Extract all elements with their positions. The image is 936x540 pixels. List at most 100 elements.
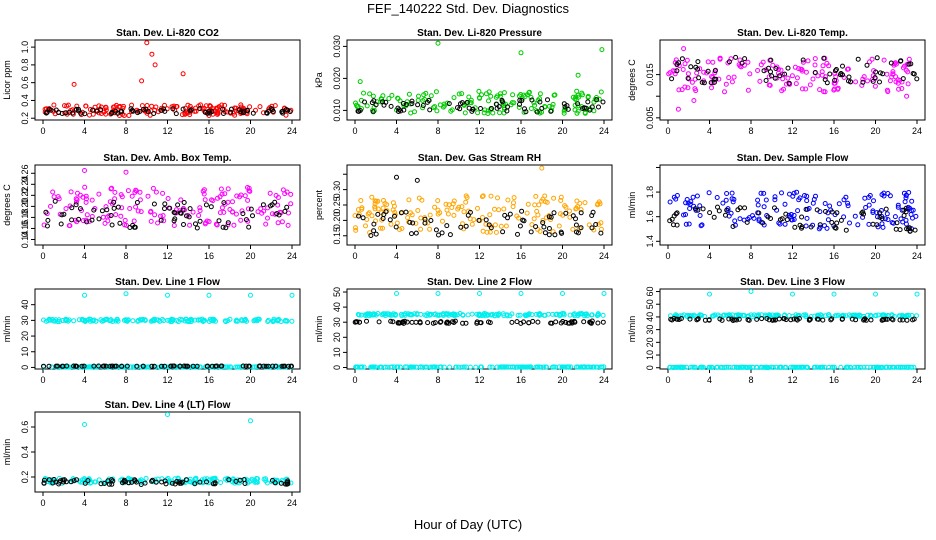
data-point xyxy=(416,195,422,201)
x-tick-label: 4 xyxy=(82,251,87,261)
data-point xyxy=(475,205,480,211)
data-point xyxy=(282,208,288,214)
data-point xyxy=(450,311,456,317)
data-point xyxy=(594,364,600,370)
data-point xyxy=(129,193,135,199)
data-point xyxy=(467,216,473,222)
data-point xyxy=(230,209,235,215)
y-tick-label: 0.18 xyxy=(20,209,30,227)
panel-9: Stan. Dev. Line 3 Flowml/min010203040506… xyxy=(627,277,926,385)
data-point xyxy=(895,80,901,86)
x-tick-label: 12 xyxy=(474,126,484,136)
data-point xyxy=(148,209,153,215)
data-point xyxy=(113,108,119,114)
data-point xyxy=(896,86,902,92)
data-point xyxy=(747,364,753,370)
data-point xyxy=(783,81,789,87)
data-point xyxy=(535,319,541,325)
data-point xyxy=(179,112,185,118)
data-point xyxy=(679,56,685,62)
data-point xyxy=(575,230,581,236)
data-point xyxy=(230,199,235,205)
data-point xyxy=(805,58,811,64)
data-point xyxy=(596,221,602,227)
data-point xyxy=(867,59,872,65)
data-point xyxy=(209,363,215,369)
data-point xyxy=(503,223,509,229)
data-point xyxy=(884,364,890,370)
data-point xyxy=(155,317,161,323)
data-point xyxy=(726,316,732,322)
data-point xyxy=(779,190,784,196)
data-point xyxy=(906,56,912,62)
x-tick-label: 12 xyxy=(162,251,172,261)
data-point xyxy=(777,73,783,79)
data-point xyxy=(459,204,465,210)
data-point xyxy=(74,197,80,203)
data-point xyxy=(712,68,718,74)
x-tick-label: 0 xyxy=(40,126,45,136)
data-point xyxy=(696,75,702,81)
data-point xyxy=(600,312,606,318)
data-point xyxy=(112,104,118,110)
data-point xyxy=(246,363,252,369)
data-point xyxy=(529,312,535,318)
data-point xyxy=(840,316,845,322)
data-point xyxy=(87,107,93,112)
data-point xyxy=(686,76,692,82)
data-point xyxy=(408,312,414,318)
data-point xyxy=(425,311,431,317)
data-point xyxy=(459,364,465,370)
data-point xyxy=(446,312,452,318)
x-tick-label: 4 xyxy=(82,126,87,136)
data-point xyxy=(914,313,919,319)
data-point xyxy=(784,217,790,223)
data-point xyxy=(443,201,449,207)
outlier-point xyxy=(152,62,158,68)
x-tick-label: 16 xyxy=(516,251,526,261)
data-point xyxy=(467,364,473,370)
data-point xyxy=(242,317,247,323)
data-point xyxy=(900,65,906,71)
data-point xyxy=(904,226,910,232)
data-point xyxy=(786,80,792,86)
data-point xyxy=(841,197,847,203)
data-point xyxy=(889,364,895,370)
x-tick-label: 24 xyxy=(287,126,297,136)
y-tick-label: 0.2 xyxy=(20,471,30,484)
data-point xyxy=(697,213,703,218)
y-axis-label: ml/min xyxy=(2,439,12,466)
data-point xyxy=(417,320,423,326)
data-point xyxy=(585,93,591,99)
data-point xyxy=(243,217,249,223)
data-point xyxy=(427,226,433,232)
data-point xyxy=(537,91,543,97)
data-point xyxy=(829,209,835,215)
points xyxy=(41,291,295,370)
data-point xyxy=(755,68,761,73)
data-point xyxy=(716,208,722,214)
data-point xyxy=(549,104,555,110)
data-point xyxy=(863,317,869,323)
data-point xyxy=(561,312,567,318)
data-point xyxy=(150,185,156,191)
data-point xyxy=(702,317,708,323)
data-point xyxy=(558,194,564,200)
data-point xyxy=(594,313,600,319)
data-point xyxy=(96,216,102,222)
data-point xyxy=(119,108,125,114)
data-point xyxy=(739,60,745,66)
data-point xyxy=(473,364,479,370)
data-point xyxy=(388,312,394,318)
data-point xyxy=(745,87,751,93)
y-tick-label: 1.8 xyxy=(645,186,655,199)
data-point xyxy=(590,209,596,215)
data-point xyxy=(168,319,174,325)
data-point xyxy=(96,363,102,369)
data-point xyxy=(889,316,895,322)
data-point xyxy=(375,211,381,217)
data-point xyxy=(904,317,910,323)
data-point xyxy=(879,216,885,222)
data-point xyxy=(493,229,499,235)
data-point xyxy=(562,104,568,110)
